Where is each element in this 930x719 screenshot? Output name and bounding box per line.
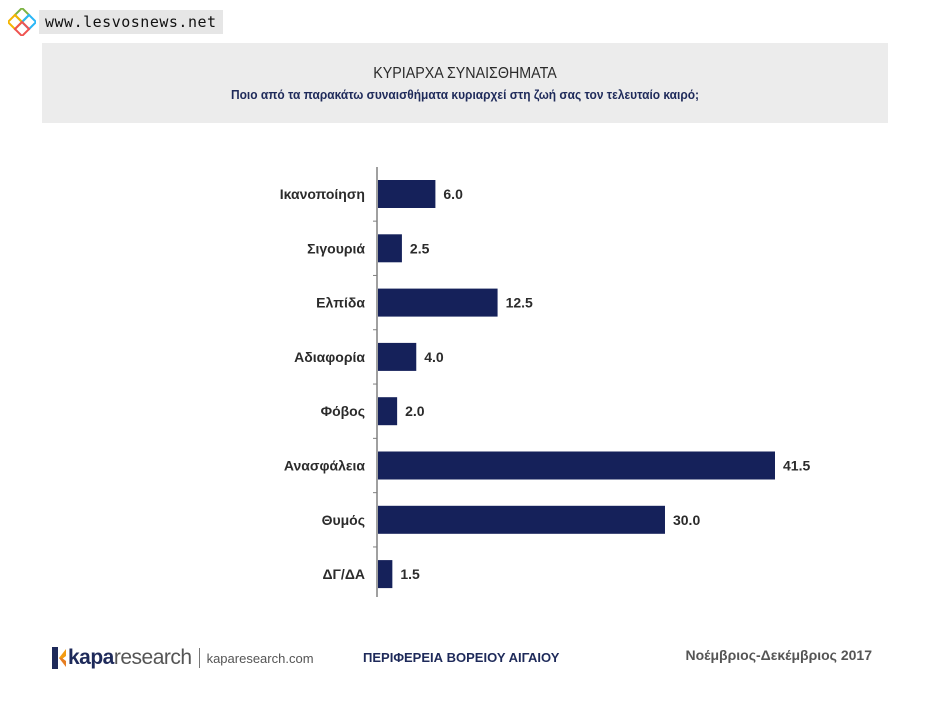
value-label: 4.0	[424, 349, 444, 365]
value-label: 6.0	[443, 186, 463, 202]
kapa-logo-icon	[52, 647, 66, 669]
bar-6	[378, 451, 775, 480]
bar-3	[378, 288, 498, 317]
kapa-brand-text: kapa	[68, 646, 114, 669]
value-label: 41.5	[783, 458, 810, 474]
bar-2	[378, 234, 402, 263]
bar-5	[378, 397, 398, 426]
category-label: ΔΓ/ΔΑ	[322, 566, 365, 582]
footer-date: Νοέμβριος-Δεκέμβριος 2017	[685, 647, 873, 663]
kapa-research-logo: kapa research kaparesearch.com	[52, 645, 314, 671]
category-label: Ανασφάλεια	[284, 458, 366, 474]
chart-subtitle: Ποιο από τα παρακάτω συναισθήματα κυριαρ…	[230, 87, 700, 102]
value-label: 1.5	[400, 566, 420, 582]
value-label: 2.5	[410, 240, 430, 256]
logo-divider	[198, 648, 200, 668]
value-label: 12.5	[506, 295, 533, 311]
bar-4	[378, 342, 417, 371]
bar-7	[378, 505, 665, 534]
chart-title: ΚΥΡΙΑΡΧΑ ΣΥΝΑΙΣΘΗΜΑΤΑ	[373, 65, 557, 82]
footer-region: ΠΕΡΙΦΕΡΕΙΑ ΒΟΡΕΙΟΥ ΑΙΓΑΙΟΥ	[363, 650, 560, 665]
lesvosnews-logo-icon	[8, 8, 36, 36]
category-label: Φόβος	[321, 403, 365, 419]
title-band: ΚΥΡΙΑΡΧΑ ΣΥΝΑΙΣΘΗΜΑΤΑ Ποιο από τα παρακά…	[42, 43, 888, 123]
category-label: Ελπίδα	[316, 295, 365, 311]
category-label: Αδιαφορία	[294, 349, 365, 365]
kapa-website[interactable]: kaparesearch.com	[206, 650, 314, 666]
watermark-url[interactable]: www.lesvosnews.net	[39, 10, 223, 34]
category-label: Ικανοποίηση	[280, 186, 365, 202]
value-label: 30.0	[673, 512, 700, 528]
watermark: www.lesvosnews.net	[8, 8, 223, 36]
bar-1	[378, 180, 436, 208]
category-label: Θυμός	[322, 512, 365, 528]
bar-8	[378, 560, 393, 589]
research-brand-text: research	[113, 646, 192, 669]
category-label: Σιγουριά	[307, 240, 365, 256]
value-label: 2.0	[405, 403, 425, 419]
